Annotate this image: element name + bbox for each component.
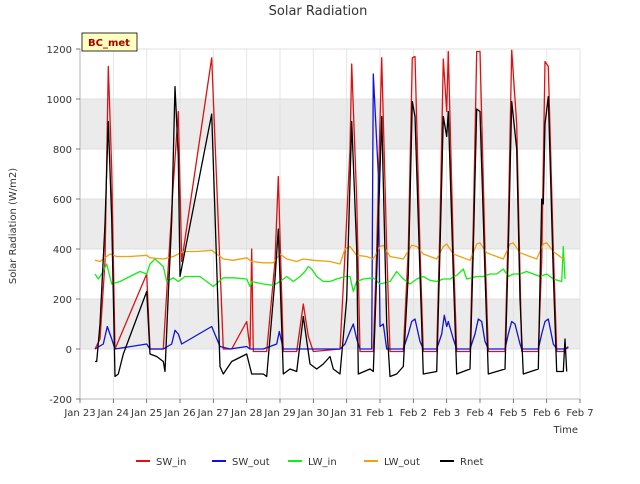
legend-label-sw-in: SW_in: [156, 457, 186, 468]
x-tick-label: Jan 23: [63, 408, 95, 419]
legend: SW_in SW_out LW_in LW_out Rnet: [136, 457, 483, 468]
series-line-sw-in: [94, 49, 569, 353]
plot-band: [80, 199, 580, 249]
legend-label-sw-out: SW_out: [232, 457, 270, 468]
x-tick-label: Feb 7: [566, 408, 593, 419]
x-tick-label: Feb 1: [366, 408, 393, 419]
y-axis-label: Solar Radiation (W/m2): [8, 168, 19, 284]
y-tick-label: 1000: [47, 95, 72, 106]
legend-label-lw-in: LW_in: [308, 457, 337, 468]
x-tick-label: Jan 24: [97, 408, 129, 419]
y-tick-label: -200: [49, 395, 72, 406]
x-tick-label: Feb 4: [466, 408, 493, 419]
x-tick-label: Jan 26: [163, 408, 195, 419]
x-tick-label: Feb 5: [500, 408, 527, 419]
annotation: BC_met: [81, 32, 138, 52]
y-tick-label: 600: [53, 195, 72, 206]
series-lines: [94, 49, 569, 378]
annotation-label: BC_met: [88, 38, 130, 49]
annotation-box: [81, 32, 138, 52]
x-tick-label: Jan 27: [197, 408, 229, 419]
series-line-rnet: [95, 85, 568, 378]
x-axis-label: Time: [553, 425, 578, 436]
x-tick-label: Feb 2: [400, 408, 427, 419]
y-tick-label: 1200: [47, 45, 72, 56]
y-tick-label: 800: [53, 145, 72, 156]
plot-band: [80, 99, 580, 149]
legend-label-rnet: Rnet: [460, 457, 483, 468]
y-tick-label: 400: [53, 245, 72, 256]
series-line-lw-in: [94, 245, 566, 293]
x-tick-label: Jan 28: [230, 408, 262, 419]
series-line-sw-out: [94, 73, 569, 350]
x-tick-label: Feb 3: [433, 408, 460, 419]
legend-label-lw-out: LW_out: [384, 457, 420, 468]
x-tick-label: Jan 25: [130, 408, 162, 419]
chart-title: Solar Radiation: [269, 4, 368, 19]
y-tick-label: 0: [66, 345, 72, 356]
x-tick-label: Feb 6: [533, 408, 560, 419]
x-tick-label: Jan 29: [263, 408, 295, 419]
y-tick-label: 200: [53, 295, 72, 306]
x-tick-label: Jan 31: [330, 408, 362, 419]
x-tick-label: Jan 30: [297, 408, 329, 419]
